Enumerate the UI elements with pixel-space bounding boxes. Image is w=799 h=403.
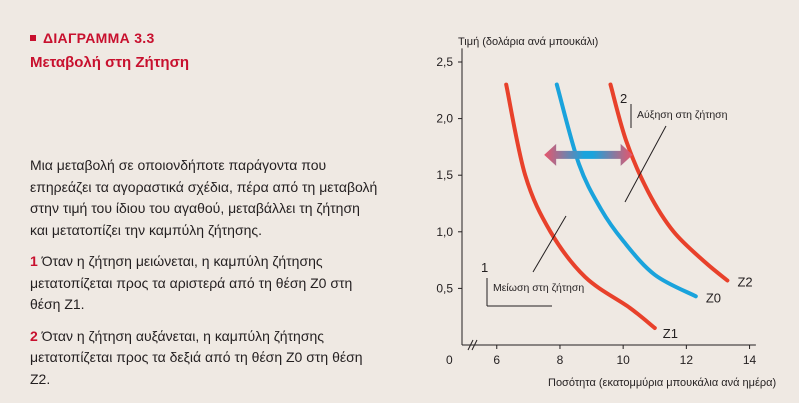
point-paragraph-1: 1 Όταν η ζήτηση μειώνεται, η καμπύλη ζήτ… <box>30 251 380 316</box>
point-text-2: Όταν η ζήτηση αυξάνεται, η καμπύλη ζήτησ… <box>30 327 363 387</box>
annotation-number-2: 2 <box>620 91 627 106</box>
annotation-number-1: 1 <box>481 260 488 275</box>
axis-break-mark <box>471 339 478 351</box>
chart-series: Ζ1 Ζ0 Ζ2 <box>504 82 753 341</box>
x-tick-label: 8 <box>557 353 564 367</box>
x-axis-origin-label: 0 <box>446 353 453 367</box>
series-label: Ζ1 <box>663 326 678 341</box>
chart-ticks: 0,51,01,52,02,56 8 10 12 14 <box>436 55 756 367</box>
point-number-2: 2 <box>30 327 38 344</box>
annotation-leader-2 <box>624 125 667 203</box>
x-tick-label: 14 <box>743 353 757 367</box>
figure-title: Μεταβολή στη Ζήτηση <box>30 54 189 71</box>
point-paragraph-2: 2 Όταν η ζήτηση αυξάνεται, η καμπύλη ζήτ… <box>30 326 380 391</box>
intro-paragraph: Μια μεταβολή σε οποιονδήποτε παράγοντα π… <box>30 157 378 238</box>
series-label: Ζ0 <box>706 290 721 305</box>
annotation-text-2: Αύξηση στη ζήτηση <box>637 109 728 121</box>
shift-double-arrow <box>544 143 633 166</box>
chart-annotations: 2 Αύξηση στη ζήτηση 1 Μείωση στη ζήτηση <box>481 91 728 307</box>
bullet-square-icon <box>30 35 36 41</box>
x-axis-label: Ποσότητα (εκατομμύρια μπουκάλια ανά ημέρ… <box>548 377 776 389</box>
point-number-1: 1 <box>30 253 38 269</box>
series-label: Ζ2 <box>737 274 752 289</box>
y-tick-label: 2,5 <box>436 55 453 69</box>
y-axis-label: Τιμή (δολάρια ανά μπουκάλι) <box>458 36 598 48</box>
x-tick-label: 12 <box>680 353 694 367</box>
figure-label: ΔΙΑΓΡΑΜΜΑ 3.3 <box>30 30 189 46</box>
y-tick-label: 2,0 <box>436 112 453 126</box>
axis-break-mark <box>467 339 474 351</box>
annotation-text-1: Μείωση στη ζήτηση <box>493 282 584 294</box>
figure-label-text: ΔΙΑΓΡΑΜΜΑ 3.3 <box>43 30 155 46</box>
chart-axes <box>461 48 756 351</box>
annotation-leader-1 <box>532 215 567 273</box>
shift-arrows <box>544 143 633 166</box>
demand-curve-1 <box>504 82 657 330</box>
point-text-1: Όταν η ζήτηση μειώνεται, η καμπύλη ζήτησ… <box>30 253 353 312</box>
demand-curve-3 <box>608 82 730 283</box>
body-text: Μια μεταβολή σε οποιονδήποτε παράγοντα π… <box>30 155 380 400</box>
demand-curve-2 <box>554 82 698 299</box>
x-tick-label: 6 <box>493 353 500 367</box>
y-tick-label: 1,5 <box>436 168 453 182</box>
figure-header: ΔΙΑΓΡΑΜΜΑ 3.3 Μεταβολή στη Ζήτηση <box>30 30 189 71</box>
y-tick-label: 1,0 <box>436 225 453 239</box>
y-tick-label: 0,5 <box>436 281 453 295</box>
x-tick-label: 10 <box>616 353 630 367</box>
